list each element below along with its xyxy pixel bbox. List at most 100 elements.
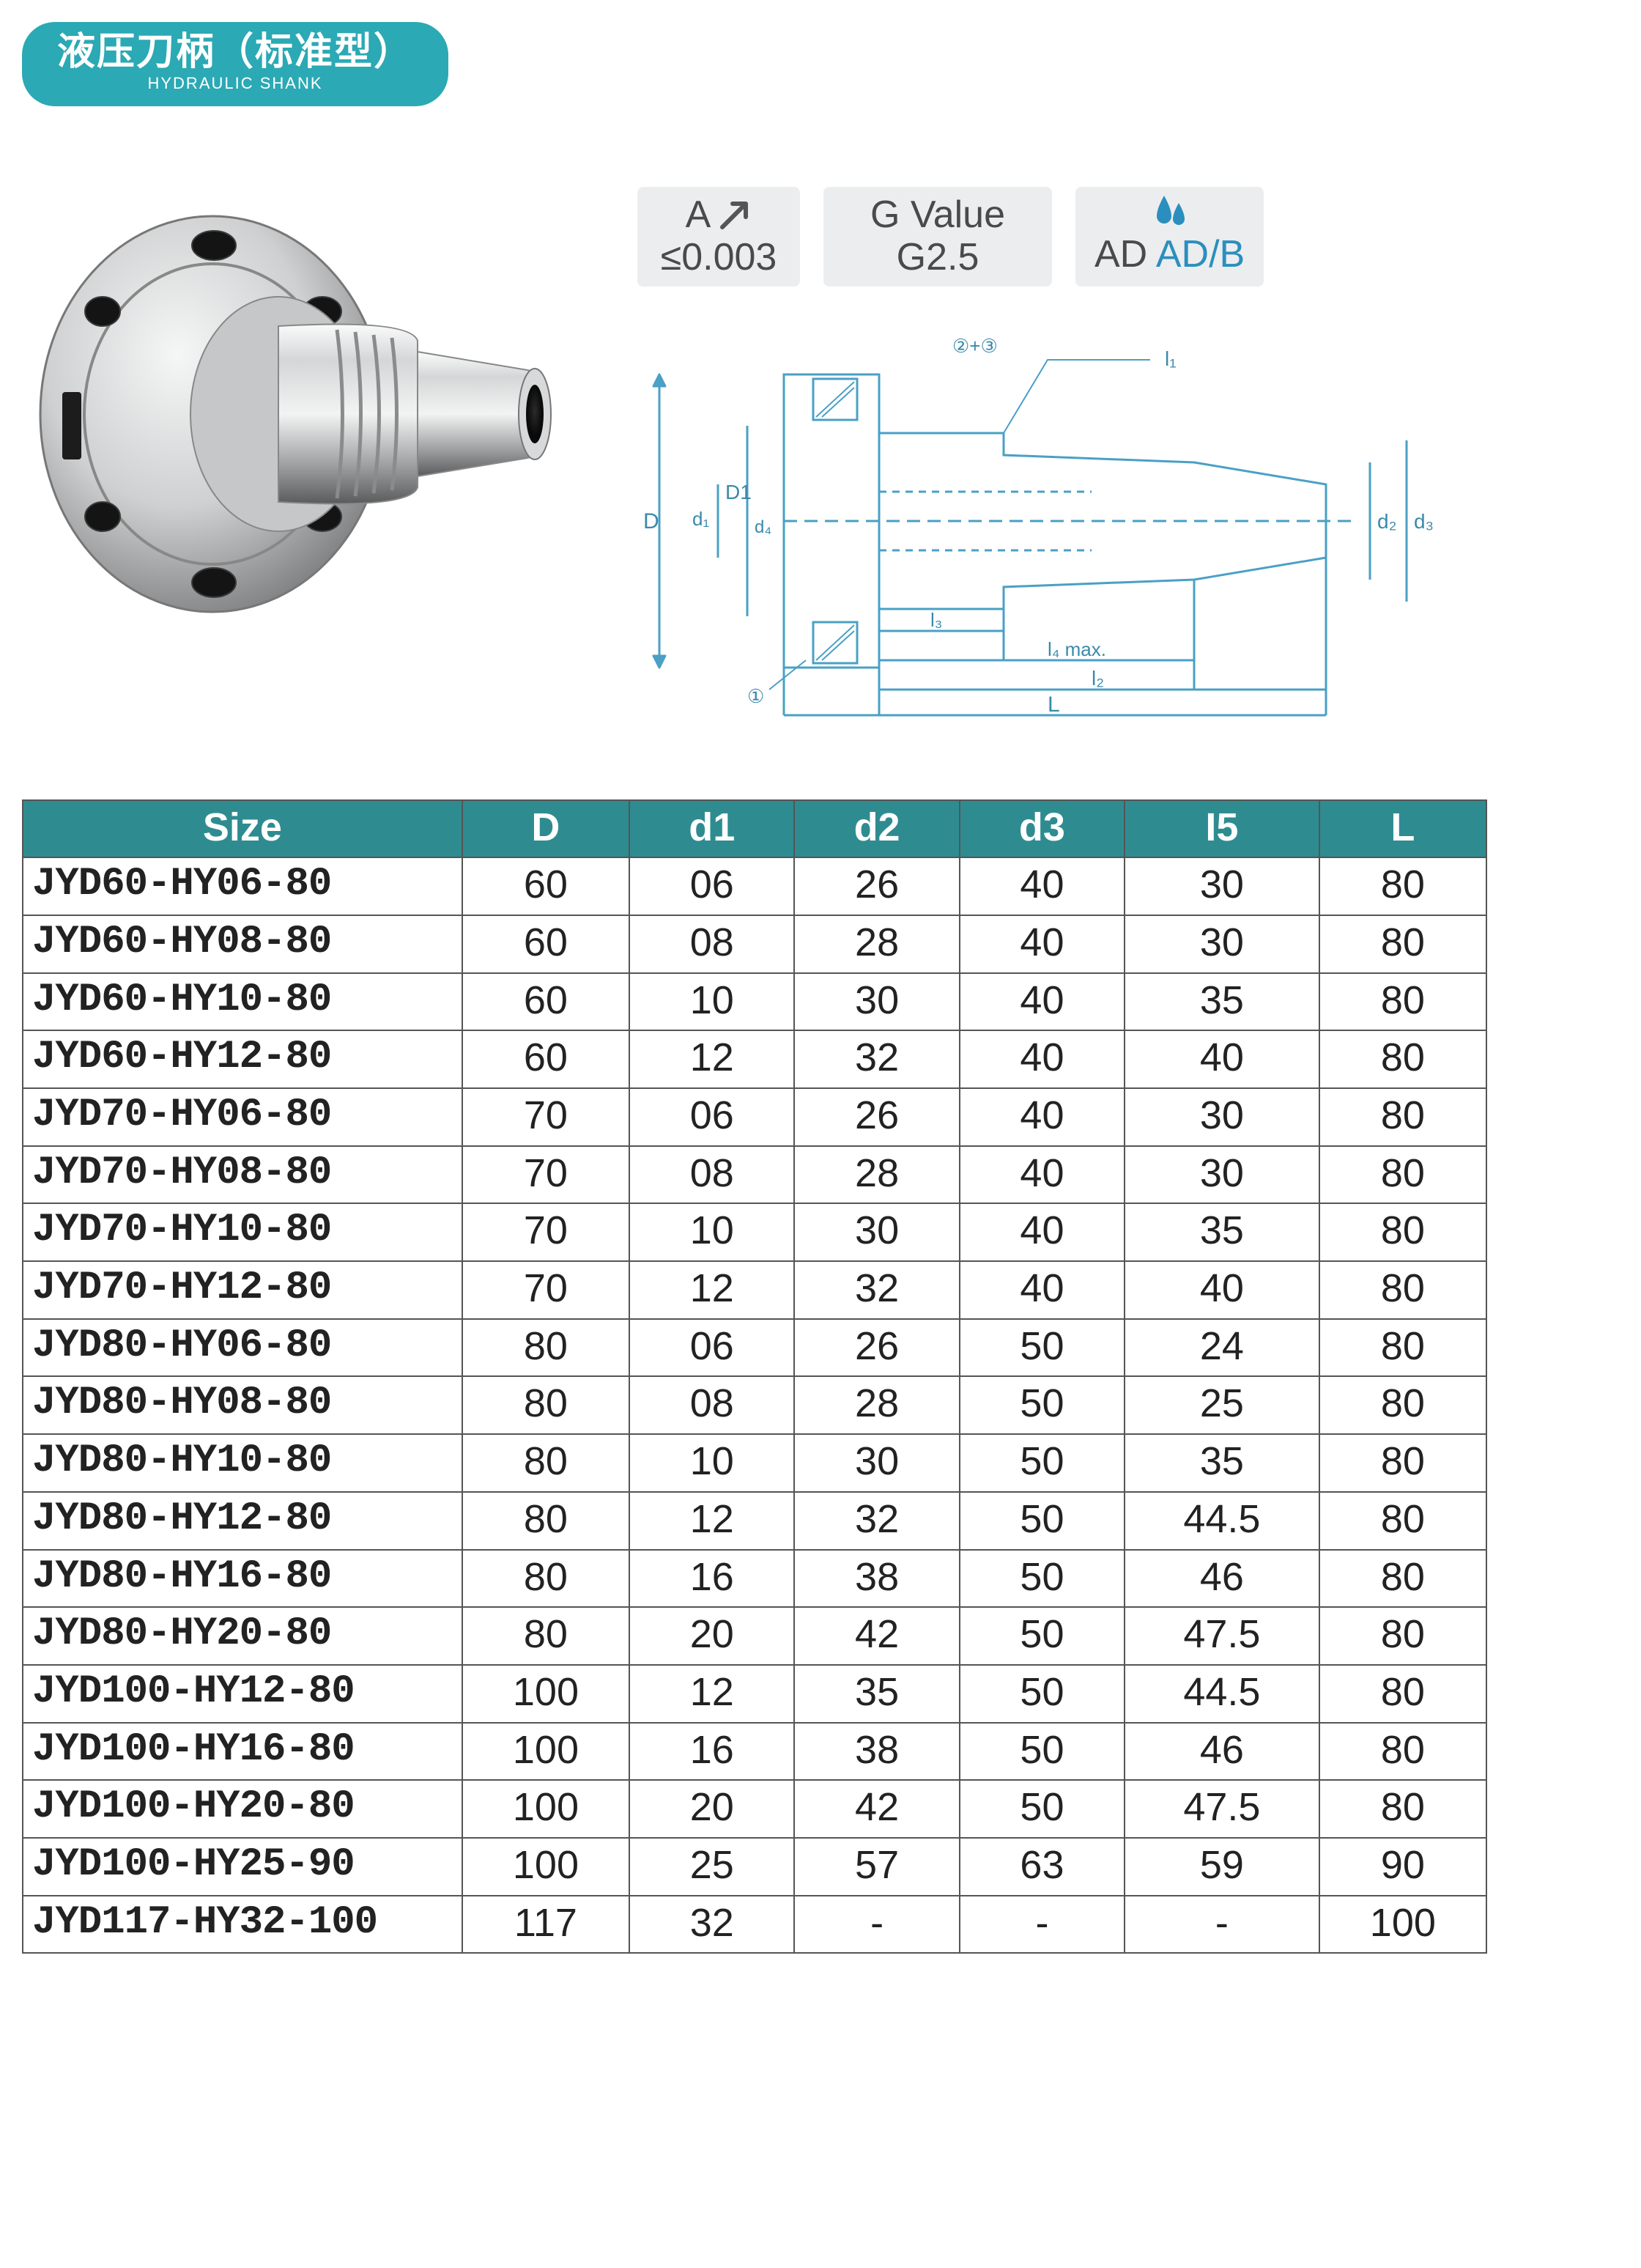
table-cell: JYD100-HY20-80 — [23, 1780, 462, 1838]
table-header-cell: d1 — [629, 800, 794, 858]
table-cell: 100 — [462, 1838, 629, 1896]
table-cell: 50 — [960, 1607, 1125, 1665]
table-cell: 32 — [794, 1261, 959, 1319]
table-header-cell: I5 — [1125, 800, 1319, 858]
table-row: JYD80-HY08-80800828502580 — [23, 1376, 1486, 1434]
table-cell: 70 — [462, 1088, 629, 1146]
dim-L: L — [1048, 692, 1060, 717]
dim-D: D — [643, 509, 659, 533]
table-cell: 80 — [1319, 1434, 1486, 1492]
table-cell: 80 — [1319, 1088, 1486, 1146]
table-cell: 80 — [1319, 1665, 1486, 1723]
table-cell: 06 — [629, 1319, 794, 1377]
table-cell: 32 — [629, 1896, 794, 1954]
table-row: JYD100-HY20-8010020425047.580 — [23, 1780, 1486, 1838]
table-cell: 80 — [1319, 1319, 1486, 1377]
table-cell: 35 — [1125, 973, 1319, 1031]
table-cell: 25 — [1125, 1376, 1319, 1434]
arrow-icon — [718, 198, 752, 232]
table-cell: 44.5 — [1125, 1492, 1319, 1550]
table-cell: 80 — [1319, 1030, 1486, 1088]
right-column: A ≤0.003 G Value G2.5 — [637, 172, 1619, 726]
table-cell: 60 — [462, 1030, 629, 1088]
table-cell: 20 — [629, 1780, 794, 1838]
table-cell: - — [960, 1896, 1125, 1954]
table-row: JYD80-HY06-80800626502480 — [23, 1319, 1486, 1377]
table-row: JYD60-HY08-80600828403080 — [23, 915, 1486, 973]
spec-badge-a: A ≤0.003 — [637, 187, 800, 287]
spec-badges: A ≤0.003 G Value G2.5 — [637, 187, 1575, 287]
table-cell: JYD70-HY08-80 — [23, 1146, 462, 1204]
table-cell: 10 — [629, 973, 794, 1031]
table-row: JYD80-HY20-808020425047.580 — [23, 1607, 1486, 1665]
table-cell: 47.5 — [1125, 1780, 1319, 1838]
table-cell: 57 — [794, 1838, 959, 1896]
table-cell: 40 — [960, 1146, 1125, 1204]
table-cell: 80 — [1319, 1723, 1486, 1781]
table-cell: 35 — [1125, 1434, 1319, 1492]
spec-ad-label: AD AD/B — [1094, 232, 1245, 276]
table-cell: 32 — [794, 1492, 959, 1550]
table-row: JYD60-HY10-80601030403580 — [23, 973, 1486, 1031]
table-cell: 28 — [794, 1146, 959, 1204]
technical-diagram: D — [637, 316, 1443, 726]
dim-d4: d₄ — [755, 517, 771, 537]
table-cell: JYD100-HY12-80 — [23, 1665, 462, 1723]
table-cell: 50 — [960, 1434, 1125, 1492]
table-cell: 12 — [629, 1665, 794, 1723]
table-cell: 80 — [462, 1550, 629, 1608]
table-cell: 90 — [1319, 1838, 1486, 1896]
table-cell: 80 — [462, 1434, 629, 1492]
dim-d3: d₃ — [1414, 510, 1434, 533]
table-cell: 50 — [960, 1319, 1125, 1377]
table-cell: JYD117-HY32-100 — [23, 1896, 462, 1954]
table-cell: 40 — [1125, 1261, 1319, 1319]
dim-l3: l₃ — [930, 609, 942, 631]
table-cell: 30 — [1125, 1146, 1319, 1204]
table-cell: 06 — [629, 857, 794, 915]
table-cell: 20 — [629, 1607, 794, 1665]
table-cell: 08 — [629, 1146, 794, 1204]
table-cell: 10 — [629, 1203, 794, 1261]
table-row: JYD100-HY25-901002557635990 — [23, 1838, 1486, 1896]
table-cell: 30 — [1125, 915, 1319, 973]
table-cell: JYD80-HY08-80 — [23, 1376, 462, 1434]
table-header-cell: D — [462, 800, 629, 858]
table-cell: JYD80-HY12-80 — [23, 1492, 462, 1550]
table-cell: JYD80-HY10-80 — [23, 1434, 462, 1492]
table-cell: 80 — [1319, 1492, 1486, 1550]
dim-d1: d₁ — [692, 508, 709, 530]
table-cell: 30 — [1125, 1088, 1319, 1146]
table-cell: 40 — [960, 1030, 1125, 1088]
table-row: JYD70-HY12-80701232404080 — [23, 1261, 1486, 1319]
table-cell: 63 — [960, 1838, 1125, 1896]
table-cell: 08 — [629, 1376, 794, 1434]
table-cell: 24 — [1125, 1319, 1319, 1377]
table-cell: 40 — [960, 857, 1125, 915]
table-cell: 47.5 — [1125, 1607, 1319, 1665]
table-body: JYD60-HY06-80600626403080JYD60-HY08-8060… — [23, 857, 1486, 1953]
table-header-row: SizeDd1d2d3I5L — [23, 800, 1486, 858]
table-cell: JYD70-HY06-80 — [23, 1088, 462, 1146]
table-cell: JYD60-HY10-80 — [23, 973, 462, 1031]
table-cell: 50 — [960, 1376, 1125, 1434]
table-cell: 40 — [960, 1088, 1125, 1146]
table-cell: 80 — [462, 1492, 629, 1550]
title-en: HYDRAULIC SHANK — [57, 74, 413, 93]
table-row: JYD70-HY08-80700828403080 — [23, 1146, 1486, 1204]
table-cell: 117 — [462, 1896, 629, 1954]
table-cell: 100 — [1319, 1896, 1486, 1954]
table-cell: 42 — [794, 1607, 959, 1665]
table-cell: 59 — [1125, 1838, 1319, 1896]
table-cell: - — [1125, 1896, 1319, 1954]
table-cell: 28 — [794, 1376, 959, 1434]
table-row: JYD70-HY10-80701030403580 — [23, 1203, 1486, 1261]
table-cell: JYD100-HY16-80 — [23, 1723, 462, 1781]
table-cell: JYD100-HY25-90 — [23, 1838, 462, 1896]
spec-badge-g: G Value G2.5 — [823, 187, 1052, 287]
table-cell: 25 — [629, 1838, 794, 1896]
table-cell: 30 — [1125, 857, 1319, 915]
table-cell: 12 — [629, 1492, 794, 1550]
table-cell: JYD80-HY06-80 — [23, 1319, 462, 1377]
top-row: A ≤0.003 G Value G2.5 — [22, 172, 1619, 726]
